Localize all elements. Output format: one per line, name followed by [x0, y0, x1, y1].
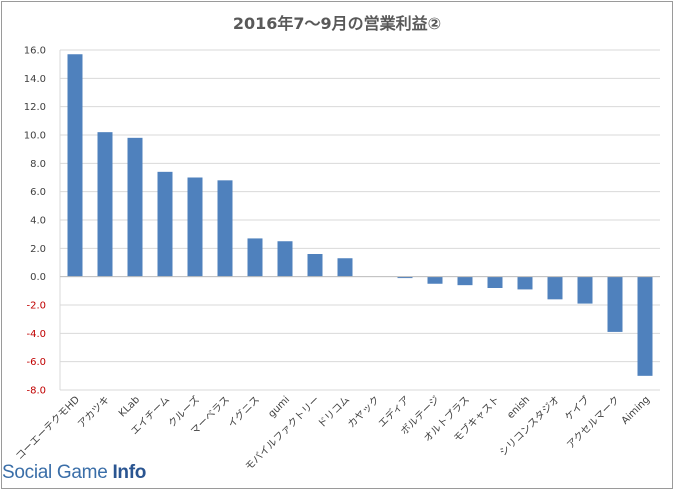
y-tick-label: -2.0: [26, 301, 46, 312]
category-label: アカツキ: [75, 394, 112, 431]
bar: [127, 137, 143, 277]
bar: [217, 180, 233, 277]
bar: [607, 276, 623, 332]
category-label: ドリコム: [315, 394, 352, 431]
bar: [157, 171, 173, 277]
social-game-info-logo: Social Game Info: [2, 462, 146, 484]
bar: [637, 276, 653, 376]
category-label: イグニス: [225, 393, 262, 430]
bar: [277, 241, 293, 277]
y-tick-label: 12.0: [24, 102, 46, 113]
bar: [187, 177, 203, 277]
category-label: enish: [505, 394, 532, 421]
bar: [97, 132, 113, 277]
logo-text-social-game: Social Game: [2, 462, 113, 483]
bar: [397, 276, 413, 279]
chart-title: 2016年7～9月の営業利益②: [232, 14, 442, 33]
y-tick-label: 4.0: [30, 216, 46, 227]
bar: [247, 238, 263, 277]
category-label: アクセルマーク: [564, 394, 622, 452]
bar: [517, 276, 533, 290]
y-tick-label: 2.0: [30, 244, 46, 255]
y-tick-label: 16.0: [24, 46, 46, 57]
category-label: カヤック: [345, 394, 382, 431]
category-label: gumi: [267, 394, 293, 420]
y-tick-label: -8.0: [26, 386, 46, 397]
y-tick-label: 8.0: [30, 159, 46, 170]
y-tick-label: 10.0: [24, 131, 46, 142]
bar: [427, 276, 443, 284]
category-label: KLab: [117, 394, 142, 419]
y-tick-label: 6.0: [30, 187, 46, 198]
y-tick-label: -4.0: [26, 329, 46, 340]
bar: [487, 276, 503, 288]
logo-text-info: Info: [112, 462, 147, 483]
category-label: Aiming: [620, 394, 652, 426]
category-label: ケイブ: [562, 393, 592, 423]
bar: [457, 276, 473, 286]
y-tick-label: -6.0: [26, 357, 46, 368]
category-label: コーエーテクモHD: [13, 393, 82, 462]
bar: [67, 54, 83, 277]
bar: [547, 276, 563, 300]
bar: [307, 254, 323, 277]
bar: [337, 258, 353, 277]
bar: [577, 276, 593, 304]
y-tick-label: 0.0: [30, 272, 46, 283]
y-tick-label: 14.0: [24, 74, 46, 85]
